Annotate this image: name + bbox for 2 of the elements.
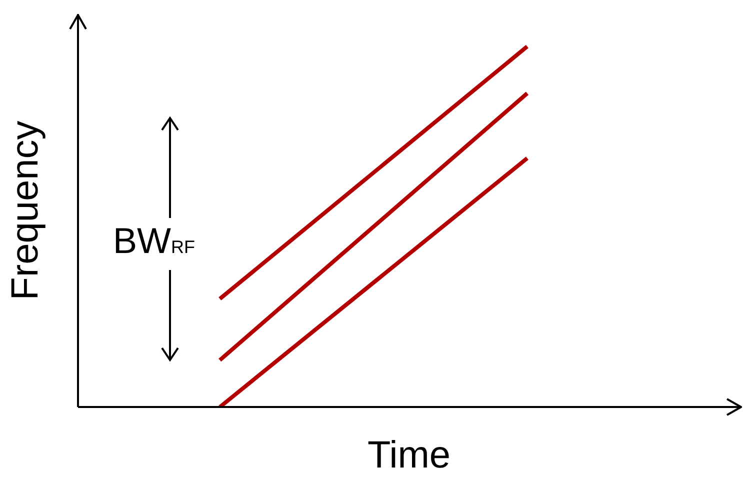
x-axis-title: Time	[367, 434, 451, 477]
y-axis-title: Frequency	[4, 120, 46, 300]
